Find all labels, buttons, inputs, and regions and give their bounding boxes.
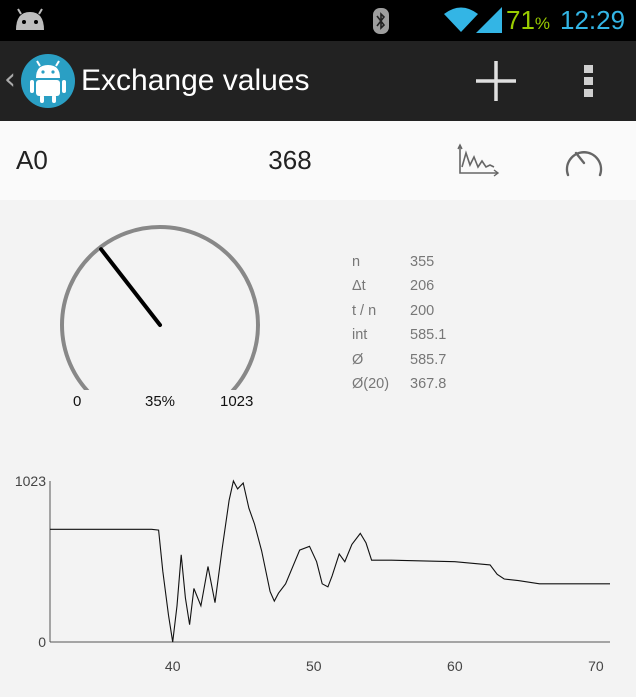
back-caret-icon[interactable]: ‹ <box>4 62 16 97</box>
value-history-chart: 40 50 60 70 0 1023 <box>15 473 610 674</box>
value-row: A0 368 <box>0 121 636 200</box>
bluetooth-icon <box>373 8 389 34</box>
stat-value: 206 <box>410 278 435 295</box>
gauge-min-label: 0 <box>73 393 82 410</box>
chart-x-tick-label: 70 <box>588 658 604 674</box>
wifi-icon <box>444 7 478 32</box>
gauge-needle <box>99 247 162 327</box>
android-app-icon[interactable] <box>20 53 76 109</box>
gauge-view-icon[interactable] <box>562 141 606 179</box>
stat-label: Δt <box>352 278 366 295</box>
chart-y-tick-label: 0 <box>38 634 46 650</box>
line-graph-view-icon[interactable] <box>456 143 500 177</box>
stat-value: 367.8 <box>410 375 447 392</box>
stat-label: Ø <box>352 351 364 368</box>
gauge-arc <box>60 225 260 390</box>
chart-axes <box>49 481 610 643</box>
chart-ticks: 40 50 60 70 0 1023 <box>15 473 604 674</box>
chart-series-line <box>50 479 610 643</box>
battery-level: 71% <box>506 5 551 35</box>
action-bar: ‹ Exchange values <box>0 41 636 121</box>
chart-y-tick-label: 1023 <box>15 473 46 489</box>
gauge-max-label: 1023 <box>220 393 254 410</box>
stat-label: n <box>352 254 361 270</box>
add-icon[interactable] <box>474 59 518 103</box>
stat-label: Ø(20) <box>352 375 390 392</box>
status-clock: 12:29 <box>560 5 626 35</box>
stat-label: t / n <box>352 302 377 319</box>
chart-x-tick-label: 50 <box>306 658 322 674</box>
stat-value: 355 <box>410 254 435 270</box>
page-title: Exchange values <box>81 64 310 97</box>
gauge-percent-label: 35% <box>144 393 176 410</box>
chart-x-tick-label: 60 <box>447 658 463 674</box>
gauge-dial <box>60 225 260 390</box>
overflow-menu-icon[interactable] <box>574 61 604 101</box>
stat-value: 585.7 <box>410 351 447 368</box>
stat-value: 585.1 <box>410 327 447 344</box>
channel-label: A0 <box>16 145 48 175</box>
stat-value: 200 <box>410 302 435 319</box>
status-bar: 71% 12:29 <box>0 0 636 41</box>
android-notification-icon <box>16 8 44 30</box>
current-value: 368 <box>268 145 312 175</box>
cell-signal-icon <box>476 7 502 33</box>
chart-x-tick-label: 40 <box>165 658 181 674</box>
stat-label: int <box>352 327 368 344</box>
